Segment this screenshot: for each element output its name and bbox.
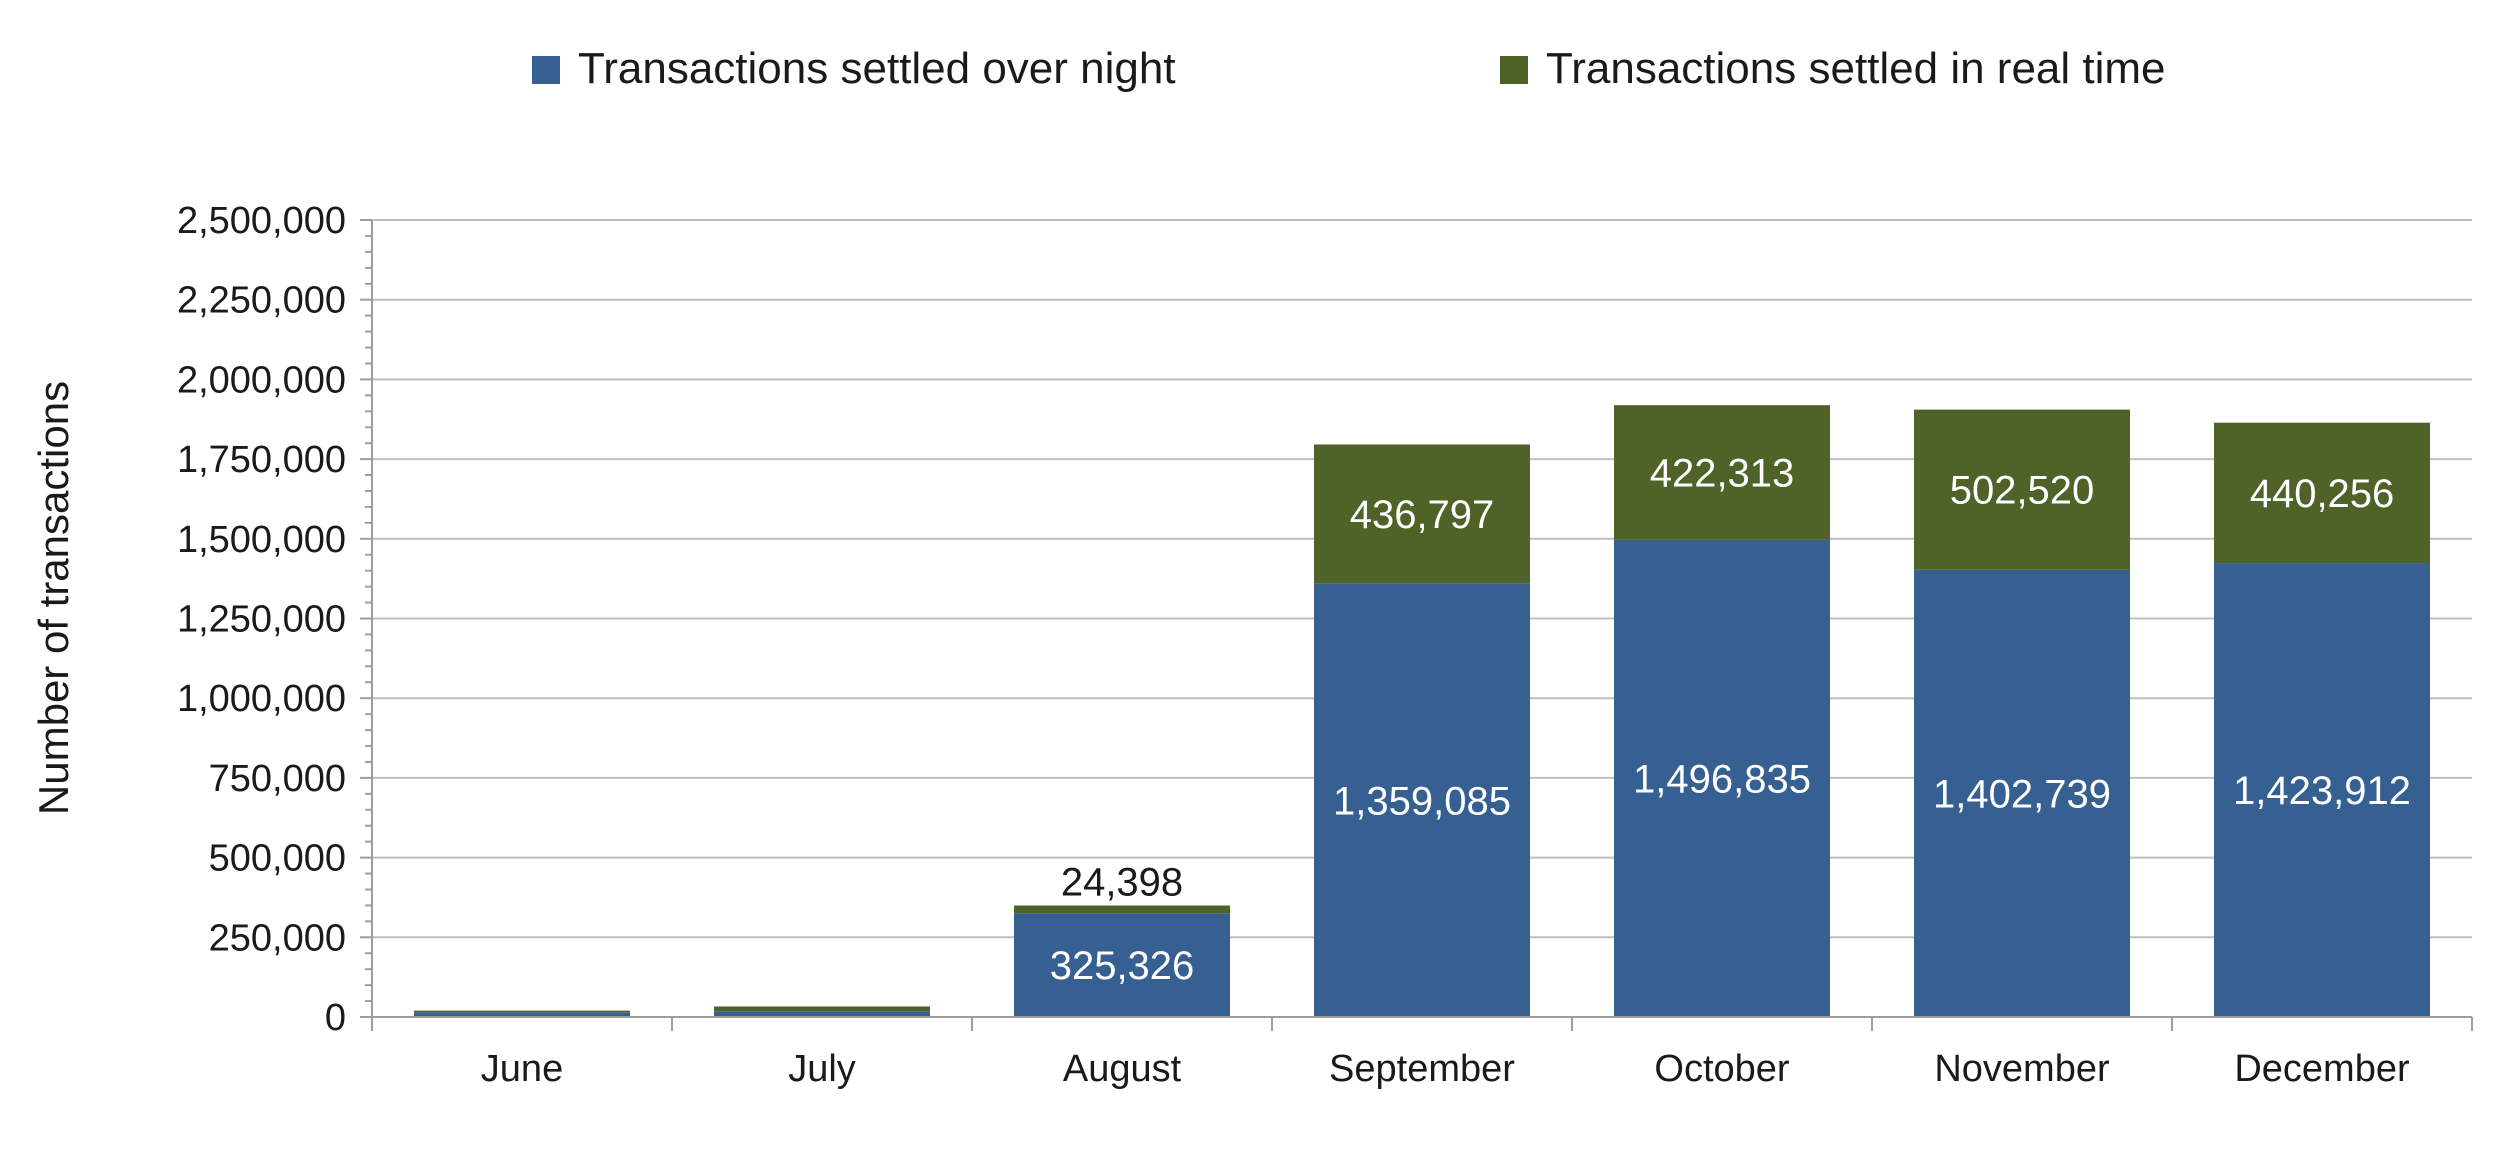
- y-axis-title: Number of transactions: [30, 381, 77, 815]
- data-label: 436,797: [1350, 493, 1495, 537]
- y-tick-label: 1,000,000: [177, 678, 346, 720]
- bar-segment-realtime: [1014, 905, 1230, 914]
- x-tick-label: September: [1329, 1048, 1515, 1090]
- bar-segment-overnight: [1614, 539, 1830, 1017]
- legend-swatch: [1500, 56, 1528, 84]
- x-tick-label: August: [1063, 1048, 1182, 1090]
- bar-segment-realtime: [1314, 444, 1530, 584]
- bar-segment-realtime: [1614, 405, 1830, 540]
- y-tick-label: 750,000: [209, 758, 346, 800]
- y-tick-label: 0: [325, 997, 346, 1039]
- x-tick-label: July: [788, 1048, 856, 1090]
- x-tick-label: December: [2234, 1048, 2410, 1090]
- x-tick-label: November: [1934, 1048, 2110, 1090]
- bars: [414, 405, 2430, 1017]
- y-tick-label: 2,250,000: [177, 280, 346, 322]
- bar-segment-overnight: [2214, 563, 2430, 1017]
- axes: [360, 219, 2473, 1031]
- bar-segment-realtime: [1914, 409, 2130, 570]
- bar-segment-overnight: [1014, 913, 1230, 1017]
- y-tick-label: 1,250,000: [177, 599, 346, 641]
- bar-segment-overnight: [1314, 583, 1530, 1017]
- data-label: 502,520: [1950, 469, 2095, 513]
- x-tick-label: October: [1654, 1048, 1790, 1090]
- bar-segment-realtime: [714, 1006, 930, 1012]
- bar-segment-overnight: [414, 1012, 630, 1017]
- y-tick-label: 2,500,000: [177, 200, 346, 242]
- data-label: 325,326: [1050, 944, 1195, 988]
- labels: 0 250,000 500,000 750,000 1,000,000 1,250,000…: [177, 200, 2411, 1090]
- legend: Transactions settled over night Transacti…: [532, 44, 2166, 93]
- bar-segment-realtime: [414, 1010, 630, 1013]
- legend-swatch: [532, 56, 560, 84]
- data-label: 24,398: [1061, 861, 1183, 905]
- legend-label: Transactions settled over night: [578, 44, 1176, 93]
- legend-label: Transactions settled in real time: [1546, 44, 2166, 93]
- y-tick-label: 1,750,000: [177, 439, 346, 481]
- y-tick-label: 500,000: [209, 838, 346, 880]
- y-tick-label: 250,000: [209, 917, 346, 959]
- x-tick-label: June: [481, 1048, 563, 1090]
- y-tick-label: 1,500,000: [177, 519, 346, 561]
- data-label: 1,402,739: [1933, 772, 2111, 816]
- y-tick-label: 2,000,000: [177, 359, 346, 401]
- data-label: 440,256: [2250, 472, 2395, 516]
- bar-segment-overnight: [1914, 569, 2130, 1017]
- bar-segment-realtime: [2214, 422, 2430, 564]
- data-label: 1,496,835: [1633, 757, 1811, 801]
- data-label: 1,359,085: [1333, 779, 1511, 823]
- data-label: 1,423,912: [2233, 769, 2411, 813]
- bar-segment-overnight: [714, 1011, 930, 1017]
- data-label: 422,313: [1650, 451, 1795, 495]
